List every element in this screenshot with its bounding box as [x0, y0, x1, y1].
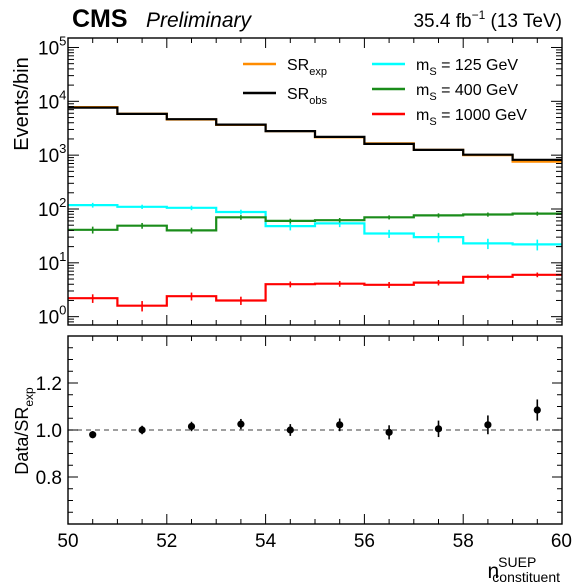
- x-tick-label: 60: [551, 531, 572, 552]
- main-series-group: [68, 106, 562, 312]
- luminosity-label: 35.4 fb−1 (13 TeV): [413, 8, 562, 32]
- ratio-point: [89, 431, 97, 439]
- main-y-axis-label: Events/bin: [11, 57, 33, 150]
- x-tick-label: 56: [354, 531, 375, 552]
- legend-entry-ms-400: mS = 400 GeV: [372, 82, 518, 103]
- legend-entry-ms-1000: mS = 1000 GeV: [372, 107, 527, 128]
- legend-entry-ms-125: mS = 125 GeV: [372, 57, 518, 78]
- legend-entry-sr-exp: SRexp: [243, 57, 327, 78]
- cms-logo: CMS: [72, 5, 128, 33]
- x-tick-label: 52: [156, 531, 177, 552]
- y-tick-label: 100: [38, 303, 66, 329]
- ratio-y-tick-label: 1.2: [36, 374, 62, 395]
- ratio-point: [385, 428, 393, 436]
- y-tick-label: 101: [38, 249, 66, 275]
- x-tick-label: 58: [453, 531, 474, 552]
- y-tick-label: 103: [38, 141, 66, 167]
- series-line-m-s-400-gev: [68, 212, 562, 232]
- y-tick-label: 104: [38, 87, 66, 113]
- svg-text:mS = 125 GeV: mS = 125 GeV: [416, 57, 518, 78]
- ratio-point: [138, 426, 146, 434]
- ratio-point: [286, 426, 294, 434]
- main-axis-ticks: 100 101 102 103 104 105: [38, 33, 563, 329]
- main-panel: 100 101 102 103 104 105 Events/bin: [11, 33, 563, 329]
- svg-text:SRobs: SRobs: [287, 86, 327, 107]
- ratio-plot-frame: [67, 335, 563, 525]
- ratio-points-group: [89, 399, 541, 440]
- svg-text:SRexp: SRexp: [287, 57, 327, 78]
- ratio-y-tick-label: 1.0: [36, 421, 62, 442]
- ratio-y-axis-label: Data/SRexp: [12, 387, 36, 475]
- x-axis-label: nSUEP constituent: [487, 554, 560, 585]
- series-line-m-s-1000-gev: [68, 273, 562, 307]
- ratio-axis-ticks: 0.8 1.0 1.2 50 52 54 56 58 60: [36, 336, 572, 552]
- ratio-point: [533, 406, 541, 414]
- svg-text:mS = 400 GeV: mS = 400 GeV: [416, 82, 518, 103]
- ratio-point: [336, 421, 344, 429]
- ratio-point: [434, 425, 443, 433]
- x-tick-label: 50: [57, 531, 78, 552]
- ratio-point: [484, 421, 492, 429]
- ratio-point: [237, 420, 245, 428]
- legend-entry-sr-obs: SRobs: [243, 86, 327, 107]
- y-tick-label: 102: [38, 195, 66, 221]
- preliminary-label: Preliminary: [146, 9, 253, 32]
- series-line-m-s-125-gev: [68, 204, 562, 246]
- ratio-point: [187, 422, 196, 431]
- ratio-y-tick-label: 0.8: [36, 468, 62, 489]
- ratio-panel: 0.8 1.0 1.2 50 52 54 56 58 60 Data/SRexp nSUEP co…: [12, 335, 572, 585]
- main-plot-frame: [67, 37, 563, 326]
- y-tick-label: 105: [38, 33, 66, 59]
- x-tick-label: 54: [255, 531, 277, 552]
- svg-text:mS = 1000 GeV: mS = 1000 GeV: [416, 107, 527, 128]
- legend: SRexp SRobs mS = 125 GeV mS = 400 GeV mS…: [243, 57, 527, 128]
- series-line-sr-obs: [68, 106, 562, 161]
